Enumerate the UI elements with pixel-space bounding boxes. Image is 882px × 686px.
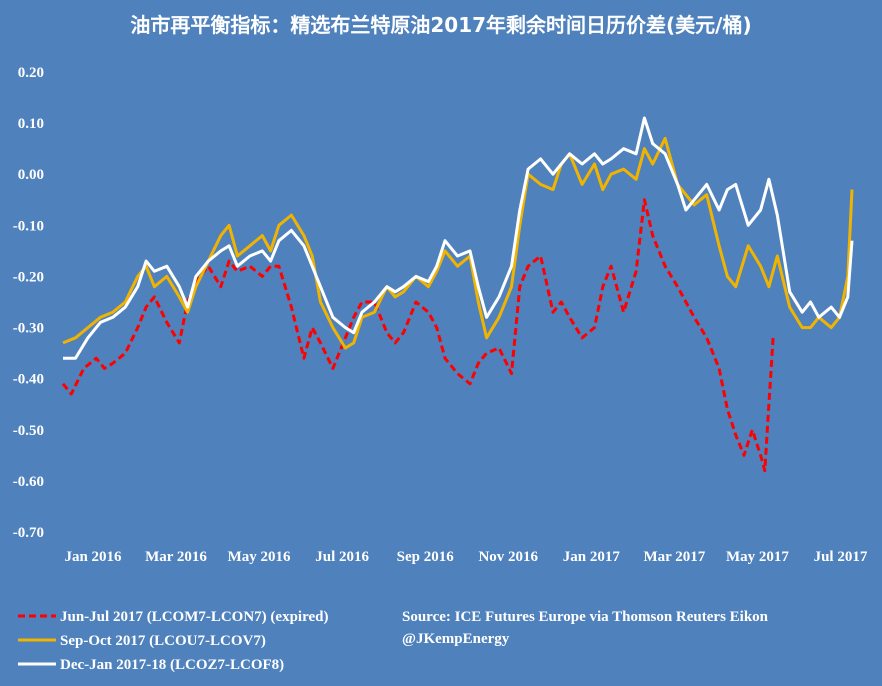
y-tick-label: -0.60 (13, 474, 44, 490)
series-line-3 (63, 116, 854, 360)
x-tick-label: Jan 2016 (64, 549, 122, 565)
chart-title: 油市再平衡指标：精选布兰特原油2017年剩余时间日历价差(美元/桶) (130, 13, 751, 37)
y-tick-label: 0.10 (18, 116, 44, 132)
x-tick-label: Nov 2016 (478, 549, 538, 565)
y-tick-label: -0.30 (13, 321, 44, 337)
y-tick-label: -0.40 (13, 372, 44, 388)
legend-label: Jun-Jul 2017 (LCOM7-LCON7) (expired) (60, 609, 328, 625)
x-axis-ticks: Jan 2016 Mar 2016 May 2016 Jul 2016 Sep 2016… (64, 549, 867, 565)
y-tick-label: 0.00 (18, 167, 44, 183)
x-tick-label: Mar 2016 (145, 549, 207, 565)
series-line-2 (62, 136, 854, 350)
x-tick-label: Mar 2017 (643, 549, 705, 565)
series-line-1 (61, 198, 775, 473)
x-tick-label: May 2017 (726, 549, 789, 565)
legend-label: Dec-Jan 2017-18 (LCOZ7-LCOF8) (60, 657, 284, 673)
y-tick-label: -0.20 (13, 269, 44, 285)
legend-label: Sep-Oct 2017 (LCOU7-LCOV7) (60, 633, 266, 649)
x-tick-label: May 2016 (228, 549, 291, 565)
y-tick-label: -0.10 (13, 218, 44, 234)
y-tick-label: -0.50 (13, 423, 44, 439)
source-annotation: Source: ICE Futures Europe via Thomson R… (402, 609, 769, 625)
legend: Jun-Jul 2017 (LCOM7-LCON7) (expired) Sep-… (18, 609, 328, 673)
x-tick-label: Jan 2017 (563, 549, 621, 565)
author-annotation: @JKempEnergy (402, 631, 510, 647)
y-tick-label: 0.20 (18, 65, 44, 81)
x-tick-label: Jul 2016 (315, 549, 369, 565)
x-tick-label: Sep 2016 (397, 549, 455, 565)
x-tick-label: Jul 2017 (814, 549, 868, 565)
series-group (61, 116, 854, 473)
y-tick-label: -0.70 (13, 525, 44, 541)
y-axis-ticks: 0.20 0.10 0.00 -0.10 -0.20 -0.30 -0.40 -0.50 -0.… (13, 65, 44, 541)
